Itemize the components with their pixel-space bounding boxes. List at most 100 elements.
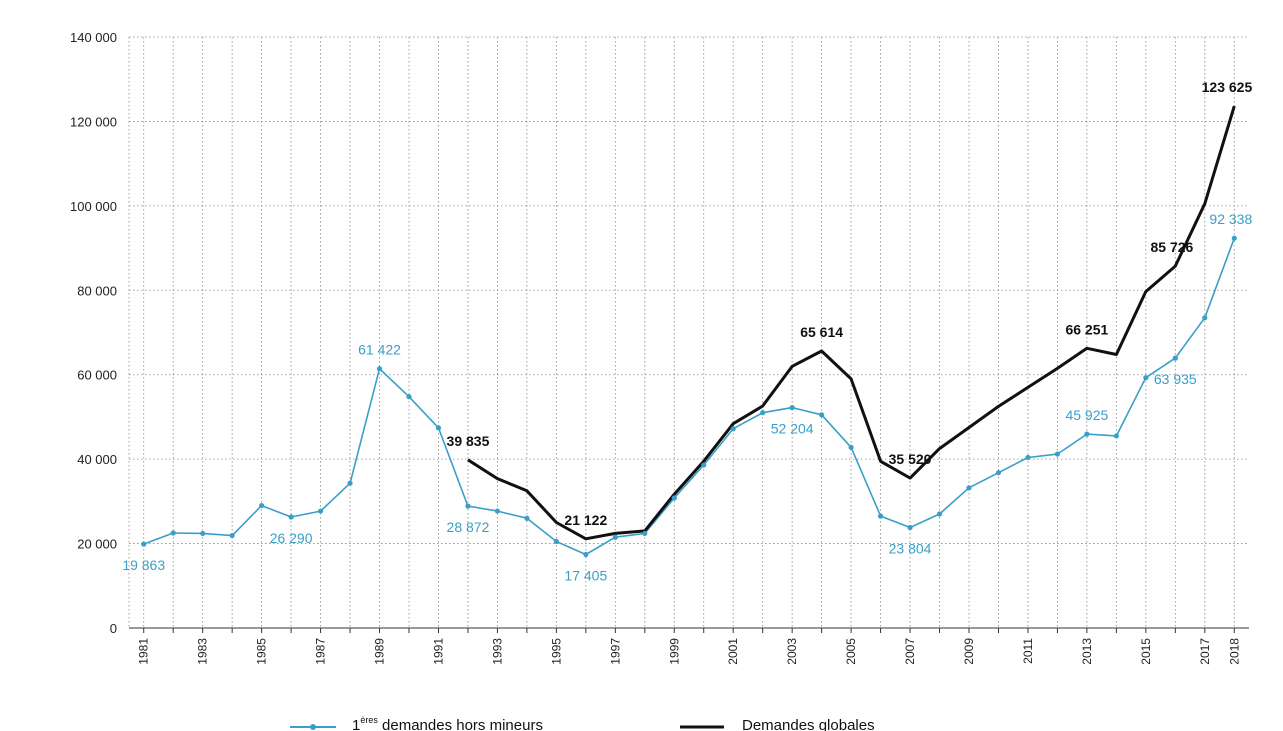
y-tick-label: 80 000 [77,283,117,298]
x-tick-label: 2009 [962,638,976,665]
legend-swatch-marker-blue [310,724,316,730]
legend-label-series-1-sup: ères [360,715,378,725]
data-point-1999 [671,495,677,501]
data-point-2007 [907,524,913,531]
data-point-1998 [642,530,648,537]
x-tick-label: 2007 [903,638,917,665]
x-tick-label: 1997 [608,638,622,665]
data-point-1984 [229,532,235,539]
series-markers [141,235,1237,558]
data-point-1997 [612,534,618,540]
data-point-1986 [288,514,294,520]
y-tick-label: 100 000 [70,199,117,214]
y-tick-label: 140 000 [70,30,117,45]
series-line-2 [467,105,1236,541]
data-label: 65 614 [800,324,843,340]
x-tick-label: 2005 [844,638,858,665]
data-point-2011 [1025,454,1031,461]
x-tick-label: 2018 [1227,638,1241,665]
x-tick-label: 1981 [137,638,151,665]
data-label: 52 204 [771,421,814,437]
series-line-1 [143,237,1236,556]
data-label: 26 290 [270,530,313,546]
x-tick-label: 1985 [255,638,269,665]
x-tick-label: 2015 [1139,638,1153,665]
data-point-1995 [553,538,559,545]
legend-label-series-1-prefix: 1 [352,717,360,731]
data-labels: 19 863 26 290 61 422 28 872 17 405 52 204 23 8… [122,79,1252,583]
data-label: 63 935 [1154,371,1197,387]
legend-label-series-1-suffix: demandes hors mineurs [378,717,543,731]
data-point-1996 [583,551,589,558]
y-tick-label: 120 000 [70,114,117,129]
x-tick-label: 1999 [667,638,681,665]
y-tick-label: 60 000 [77,368,117,383]
y-axis-tick-labels: 0 20 000 40 000 60 000 80 000 100 000 120 000 1… [70,30,117,636]
data-point-2010 [995,470,1002,476]
data-point-1987 [317,508,324,514]
data-point-1991 [435,425,442,431]
data-point-2006 [877,513,884,519]
x-tick-label: 2003 [785,638,799,665]
axes [128,37,1249,633]
x-tick-label: 1991 [431,638,445,665]
data-point-2016 [1172,355,1178,361]
data-label: 45 925 [1065,407,1108,423]
data-point-2000 [701,462,707,468]
grid [129,36,1249,628]
data-point-1985 [259,502,265,509]
y-tick-label: 20 000 [77,537,117,552]
data-point-1981 [141,541,147,547]
data-label: 21 122 [564,512,607,528]
y-tick-label: 40 000 [77,452,117,467]
data-label: 35 520 [889,451,932,467]
data-point-2015 [1143,375,1149,381]
data-point-2012 [1054,451,1061,457]
data-label: 61 422 [358,342,401,358]
data-point-1992 [465,503,471,509]
data-label: 66 251 [1065,321,1108,337]
data-label: 23 804 [889,541,932,557]
data-point-2014 [1113,433,1119,439]
data-point-2017 [1202,315,1208,321]
x-tick-label: 1993 [490,638,504,665]
data-point-2002 [760,410,766,416]
data-point-2008 [936,511,943,517]
data-point-2018 [1231,235,1237,241]
x-tick-label: 2001 [726,638,740,665]
x-tick-label: 1983 [196,638,210,665]
data-label: 28 872 [447,519,490,535]
data-label: 92 338 [1209,211,1252,227]
x-tick-label: 2017 [1198,638,1212,665]
data-point-2004 [819,412,825,418]
legend: 1ères demandes hors mineurs Demandes glo… [290,715,875,731]
data-point-1993 [494,508,501,514]
series-lines [143,105,1236,556]
data-point-1989 [376,366,383,372]
data-point-1983 [200,530,206,537]
x-tick-label: 1995 [549,638,563,665]
data-label: 39 835 [447,433,490,449]
legend-label-series-2: Demandes globales [742,717,875,731]
data-point-2005 [848,444,854,450]
data-point-2009 [966,485,972,491]
x-tick-label: 1989 [373,638,387,665]
x-tick-label: 1987 [314,638,328,665]
data-point-1982 [170,530,176,536]
data-label: 123 625 [1202,79,1253,95]
data-point-1990 [406,394,412,400]
data-point-1988 [347,480,353,486]
legend-label-series-1: 1ères demandes hors mineurs [352,715,543,731]
data-point-2013 [1084,431,1090,437]
data-point-2001 [730,426,736,432]
data-label: 17 405 [564,568,607,584]
data-label: 85 726 [1150,239,1193,255]
y-tick-label: 0 [110,621,117,636]
data-point-1994 [524,515,530,521]
data-label: 19 863 [122,557,165,573]
data-point-2003 [789,405,795,411]
x-tick-label: 2011 [1021,638,1035,664]
x-tick-label: 2013 [1080,638,1094,665]
x-axis-tick-labels: 1981 1983 1985 1987 1989 1991 1993 1995 1997 1999… [137,638,1242,665]
